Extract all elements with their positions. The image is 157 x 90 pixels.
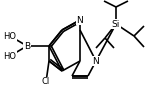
Text: Si: Si <box>112 20 120 29</box>
Text: Cl: Cl <box>42 77 50 86</box>
Text: B: B <box>24 41 30 50</box>
Text: HO: HO <box>3 31 16 40</box>
Text: HO: HO <box>3 51 16 60</box>
Text: N: N <box>77 15 83 24</box>
Text: N: N <box>93 57 99 66</box>
